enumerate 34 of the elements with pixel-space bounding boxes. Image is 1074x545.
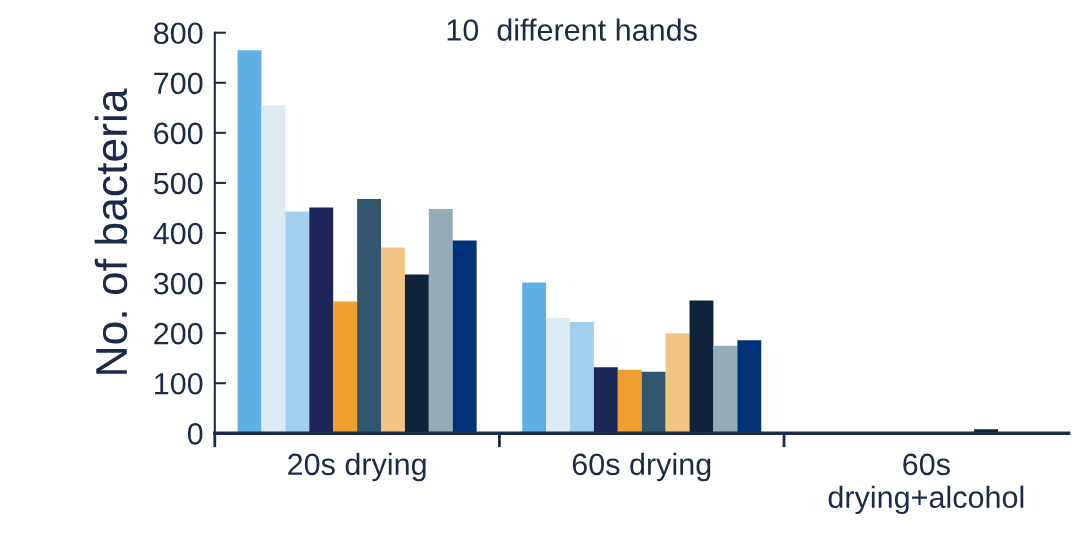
bar: [737, 340, 762, 434]
bar: [261, 105, 286, 434]
y-tick-label: 300: [153, 272, 203, 295]
y-tick-label: 0: [187, 423, 203, 445]
y-tick-label: 700: [154, 72, 203, 95]
bar: [381, 247, 405, 434]
bar: [617, 369, 642, 434]
y-tick-label: 100: [155, 372, 203, 395]
bar: [452, 240, 477, 434]
bar: [333, 301, 358, 434]
y-tick-label: 500: [153, 172, 203, 195]
bar: [309, 207, 334, 434]
bar: [641, 371, 666, 434]
bar: [522, 282, 547, 434]
y-tick-label: 400: [153, 222, 203, 245]
bar: [689, 300, 714, 434]
bar: [546, 318, 570, 434]
bar: [404, 274, 429, 434]
y-tick-label: 200: [154, 322, 203, 345]
x-tick-label: 60s drying: [572, 452, 711, 482]
bar: [237, 50, 262, 434]
y-axis-title: No. of bacteria: [94, 88, 128, 374]
x-tick-label: 60s drying+alcohol: [828, 453, 1024, 515]
bar: [569, 322, 594, 434]
y-tick-label: 800: [154, 22, 203, 45]
bar: [665, 333, 690, 434]
bar: [713, 345, 738, 434]
x-tick-label: 20s drying: [288, 452, 426, 482]
bar: [593, 367, 618, 434]
y-tick-label: 600: [154, 122, 203, 145]
bar: [285, 211, 310, 434]
chart-title: 10 different hands: [447, 18, 697, 41]
bar: [357, 198, 382, 434]
bar: [428, 208, 453, 434]
